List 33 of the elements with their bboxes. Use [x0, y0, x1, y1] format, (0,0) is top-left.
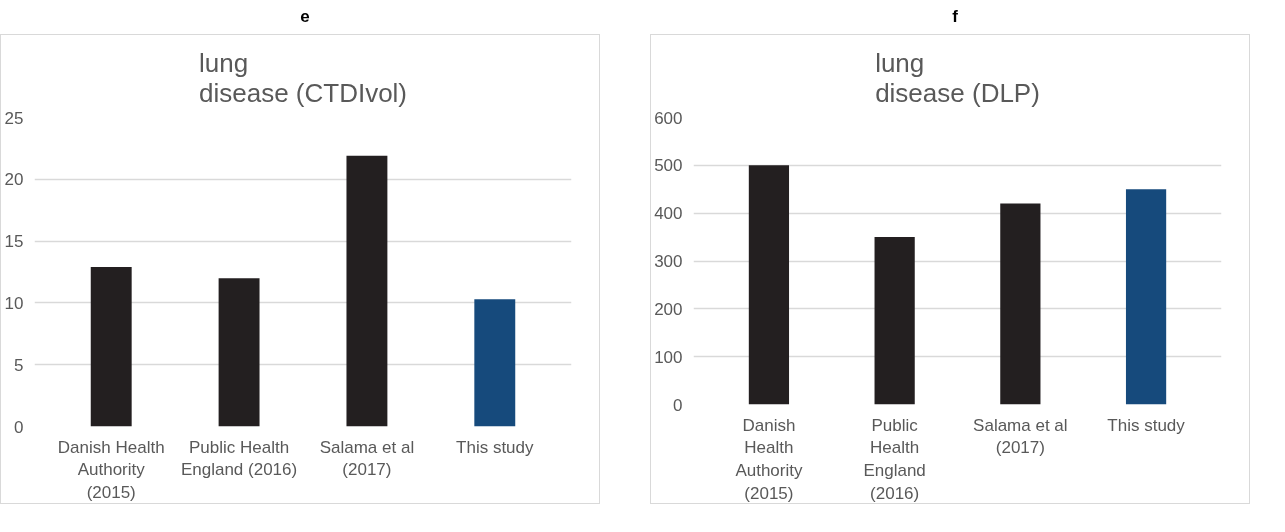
x-tick-label: Salama et al (2017)	[973, 415, 1068, 458]
y-tick-label: 0	[14, 417, 24, 437]
y-tick-label: 500	[654, 156, 683, 176]
bar	[90, 267, 132, 427]
chart-title: lung disease (DLP)	[875, 47, 1040, 108]
y-tick-label: 400	[654, 204, 683, 224]
bar	[474, 299, 516, 427]
y-tick-label: 15	[4, 232, 24, 252]
y-tick-label: 0	[673, 395, 683, 415]
x-tick-label: Danish Health Authority (2015)	[735, 415, 803, 504]
y-tick-label: 25	[4, 108, 24, 128]
x-tick-label: Danish Health Authority (2015)	[57, 437, 165, 503]
bar	[1125, 189, 1167, 405]
y-tick-label: 20	[4, 170, 24, 190]
y-tick-label: 600	[654, 108, 683, 128]
bar	[346, 156, 388, 427]
y-tick-label: 300	[654, 252, 683, 272]
x-tick-label: Public Health England (2016)	[863, 415, 926, 504]
bar	[874, 237, 915, 405]
text: e	[300, 6, 310, 28]
x-tick-label: Salama et al (2017)	[319, 437, 415, 480]
y-tick-label: 5	[14, 355, 24, 375]
y-tick-label: 10	[4, 294, 24, 314]
bar	[1000, 203, 1041, 405]
y-tick-label: 200	[654, 300, 683, 320]
chart-title: lung disease (CTDIvol)	[198, 47, 408, 108]
x-tick-label: Public Health England (2016)	[180, 437, 298, 480]
text: f	[952, 6, 958, 28]
y-tick-label: 100	[654, 347, 683, 367]
bar	[748, 165, 790, 405]
x-tick-label: This study	[456, 437, 535, 457]
x-tick-label: This study	[1107, 415, 1186, 435]
bar	[218, 278, 260, 427]
